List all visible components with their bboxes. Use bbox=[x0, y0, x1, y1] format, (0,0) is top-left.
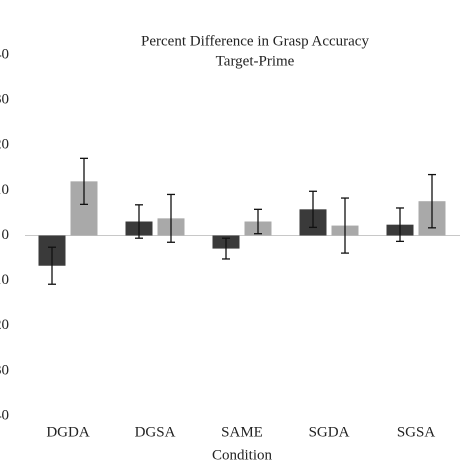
chart-subtitle: Target-Prime bbox=[216, 53, 295, 69]
y-tick-label: 40 bbox=[0, 46, 9, 62]
x-tick-label: DGDA bbox=[46, 424, 89, 440]
y-tick-label: 10 bbox=[0, 182, 9, 198]
x-tick-label: DGSA bbox=[135, 424, 176, 440]
chart-title: Percent Difference in Grasp Accuracy bbox=[141, 33, 369, 49]
error-bar bbox=[80, 157, 88, 206]
x-tick-label: SAME bbox=[221, 424, 263, 440]
error-bar bbox=[309, 190, 317, 229]
error-bar bbox=[167, 193, 175, 243]
y-tick-label: 20 bbox=[0, 137, 9, 153]
x-axis-label: Condition bbox=[212, 447, 273, 463]
error-bar bbox=[135, 204, 143, 239]
y-tick-label: 0 bbox=[2, 227, 10, 243]
error-bar bbox=[396, 207, 404, 243]
error-bar bbox=[48, 246, 56, 285]
error-bar bbox=[428, 173, 436, 229]
y-tick-label: -20 bbox=[0, 317, 9, 333]
y-tick-label: -30 bbox=[0, 362, 9, 378]
error-bar bbox=[222, 237, 230, 260]
error-bar bbox=[254, 208, 262, 235]
y-tick-label: 30 bbox=[0, 92, 9, 108]
x-tick-label: SGSA bbox=[397, 424, 436, 440]
error-bar bbox=[341, 197, 349, 254]
y-tick-label: -10 bbox=[0, 272, 9, 288]
y-tick-label: -40 bbox=[0, 407, 9, 423]
x-tick-label: SGDA bbox=[309, 424, 350, 440]
